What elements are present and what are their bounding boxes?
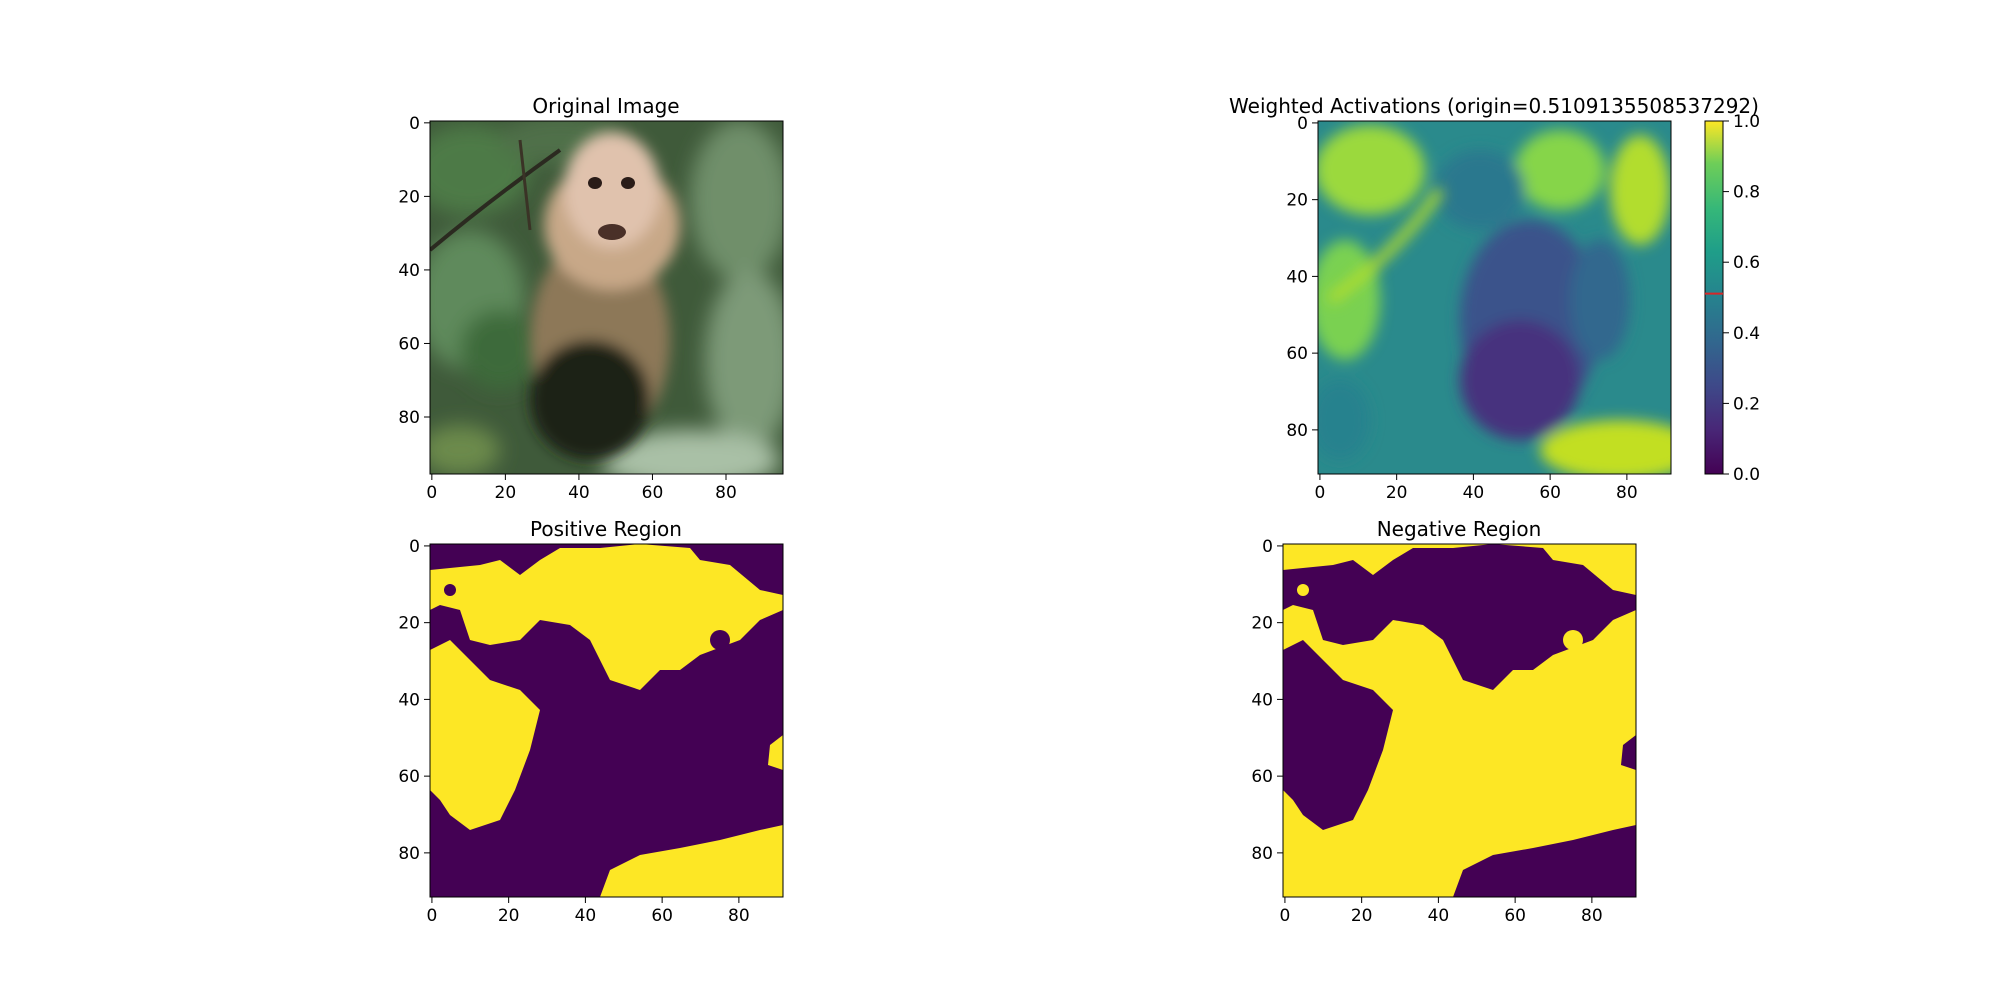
panel-original-image: Original Image	[398, 94, 784, 503]
y-tick-label: 20	[1251, 614, 1273, 634]
x-tick-label: 0	[1315, 483, 1326, 503]
y-tick-label: 20	[1286, 191, 1308, 211]
y-tick-label: 80	[1286, 421, 1308, 441]
x-tick-label: 60	[642, 483, 664, 503]
y-tick-label: 80	[398, 844, 420, 864]
x-tick-label: 80	[728, 906, 750, 926]
y-tick-label: 40	[398, 261, 420, 281]
x-tick-label: 40	[1463, 483, 1485, 503]
y-tick-label: 60	[398, 334, 420, 354]
y-tick-label: 40	[398, 690, 420, 710]
x-tick-label: 20	[495, 483, 517, 503]
y-tick-label: 20	[398, 187, 420, 207]
x-tick-label: 80	[715, 483, 737, 503]
negative-region-mask	[1283, 544, 1636, 897]
y-tick-label: 40	[1251, 690, 1273, 710]
x-tick-label: 80	[1616, 483, 1638, 503]
y-tick-label: 80	[1251, 844, 1273, 864]
x-tick-label: 20	[1386, 483, 1408, 503]
x-tick-label: 60	[1539, 483, 1561, 503]
x-tick-label: 0	[426, 483, 437, 503]
y-tick-label: 0	[1262, 537, 1273, 557]
y-tick-label: 60	[398, 767, 420, 787]
y-tick-label: 0	[409, 537, 420, 557]
colorbar-gradient	[1704, 120, 1724, 475]
colorbar-tick-label: 0.4	[1733, 324, 1760, 344]
panel-title-original: Original Image	[532, 94, 679, 118]
x-tick-label: 0	[427, 906, 438, 926]
y-tick-label: 80	[398, 408, 420, 428]
y-tick-label: 60	[1286, 344, 1308, 364]
x-tick-label: 20	[1351, 906, 1373, 926]
x-tick-label: 40	[1428, 906, 1450, 926]
colorbar-tick-label: 0.8	[1733, 183, 1760, 203]
colorbar-tick-label: 0.0	[1733, 465, 1760, 485]
panel-title-negative: Negative Region	[1377, 517, 1542, 541]
activation-heatmap	[1318, 121, 1671, 474]
x-tick-label: 60	[1504, 906, 1526, 926]
x-tick-label: 80	[1581, 906, 1603, 926]
original-photo	[430, 121, 783, 474]
panel-positive-region: Positive Region 0 20 40 60 80 0 20 40 60 80	[398, 517, 784, 926]
panel-weighted-activations: Weighted Activations (origin=0.510913550…	[1229, 94, 1760, 503]
panel-title-weighted: Weighted Activations (origin=0.510913550…	[1229, 94, 1759, 118]
y-tick-label: 40	[1286, 267, 1308, 287]
x-tick-label: 20	[498, 906, 520, 926]
colorbar: 0.0 0.2 0.4 0.6 0.8 1.0	[1704, 112, 1760, 485]
colorbar-tick-label: 0.2	[1733, 394, 1760, 414]
colorbar-tick-label: 0.6	[1733, 253, 1760, 273]
y-tick-label: 0	[1297, 114, 1308, 134]
y-tick-label: 20	[398, 614, 420, 634]
x-tick-label: 40	[575, 906, 597, 926]
colorbar-tick-label: 1.0	[1733, 112, 1760, 132]
y-tick-label: 0	[409, 114, 420, 134]
y-tick-label: 60	[1251, 767, 1273, 787]
x-tick-label: 60	[651, 906, 673, 926]
panel-negative-region: Negative Region 0 20 40 60 80 0 20 40 60 80	[1251, 517, 1637, 926]
positive-region-mask	[430, 544, 783, 897]
x-tick-label: 0	[1280, 906, 1291, 926]
x-tick-label: 40	[568, 483, 590, 503]
panel-title-positive: Positive Region	[530, 517, 682, 541]
